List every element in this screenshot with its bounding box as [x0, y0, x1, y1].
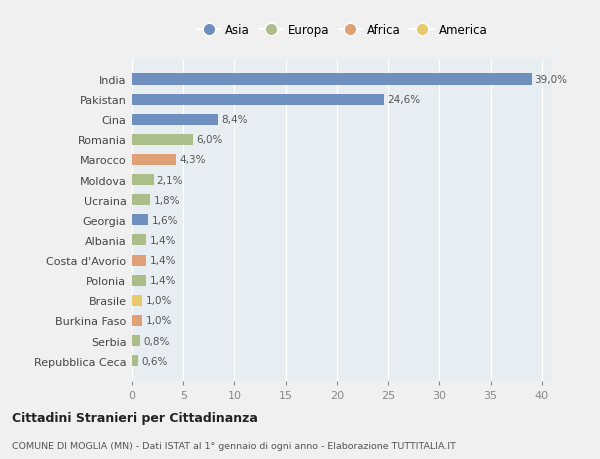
Bar — [132, 195, 151, 206]
Text: 1,0%: 1,0% — [145, 316, 172, 326]
Bar — [132, 355, 138, 366]
Text: 1,0%: 1,0% — [145, 296, 172, 306]
Text: 4,3%: 4,3% — [179, 155, 206, 165]
Bar — [132, 134, 193, 146]
Bar — [132, 74, 532, 85]
Text: 1,6%: 1,6% — [151, 215, 178, 225]
Text: 6,0%: 6,0% — [197, 135, 223, 145]
Bar — [132, 215, 148, 226]
Text: 0,8%: 0,8% — [143, 336, 170, 346]
Text: COMUNE DI MOGLIA (MN) - Dati ISTAT al 1° gennaio di ogni anno - Elaborazione TUT: COMUNE DI MOGLIA (MN) - Dati ISTAT al 1°… — [12, 441, 456, 450]
Text: 1,8%: 1,8% — [154, 195, 180, 205]
Text: 39,0%: 39,0% — [535, 75, 568, 85]
Bar — [132, 335, 140, 346]
Bar — [132, 255, 146, 266]
Bar — [132, 155, 176, 166]
Text: 2,1%: 2,1% — [157, 175, 183, 185]
Legend: Asia, Europa, Africa, America: Asia, Europa, Africa, America — [193, 21, 491, 40]
Bar — [132, 235, 146, 246]
Bar — [132, 315, 142, 326]
Text: 1,4%: 1,4% — [149, 275, 176, 285]
Bar — [132, 275, 146, 286]
Bar — [132, 174, 154, 186]
Text: Cittadini Stranieri per Cittadinanza: Cittadini Stranieri per Cittadinanza — [12, 412, 258, 425]
Text: 8,4%: 8,4% — [221, 115, 248, 125]
Bar — [132, 295, 142, 306]
Bar — [132, 114, 218, 125]
Text: 1,4%: 1,4% — [149, 256, 176, 265]
Bar — [132, 95, 384, 106]
Text: 1,4%: 1,4% — [149, 235, 176, 246]
Text: 0,6%: 0,6% — [141, 356, 167, 366]
Text: 24,6%: 24,6% — [387, 95, 420, 105]
